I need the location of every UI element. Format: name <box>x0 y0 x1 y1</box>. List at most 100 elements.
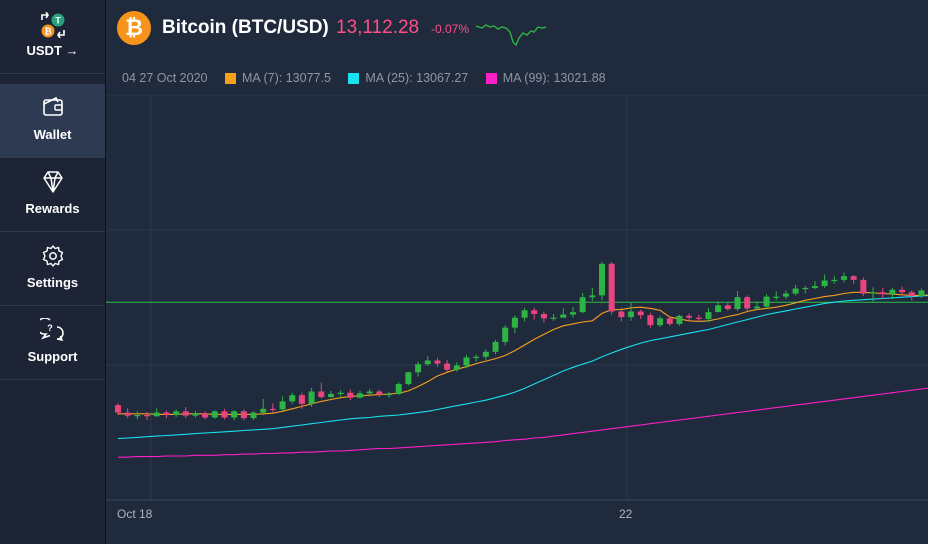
candle-up <box>773 296 780 298</box>
legend-ma25: MA (25): 13067.27 <box>348 70 468 85</box>
candle-up <box>192 413 199 416</box>
ma99-line <box>118 387 928 458</box>
chart-legend: 04 27 Oct 2020 MA (7): 13077.5 MA (25): … <box>122 70 606 85</box>
candle-up <box>841 276 847 280</box>
legend-ma7: MA (7): 13077.5 <box>224 70 331 86</box>
candle-down <box>850 276 857 280</box>
candle-up <box>250 412 257 419</box>
candle-up <box>279 401 286 410</box>
candle-down <box>744 297 751 309</box>
current-price: 13,112.28 <box>336 17 420 38</box>
sidebar-item-rewards[interactable]: Rewards <box>0 158 105 232</box>
candle-up <box>463 357 470 366</box>
candle-up <box>715 305 722 313</box>
candle-up <box>676 315 683 324</box>
candle-up <box>211 411 218 418</box>
candle-up <box>782 293 789 297</box>
gear-icon <box>40 244 66 268</box>
candlestick-chart[interactable]: Oct 18 22 <box>106 95 928 544</box>
diamond-icon <box>40 170 66 194</box>
ma25-series <box>117 295 928 440</box>
sidebar-item-usdt[interactable]: T ₿ USDT → <box>0 0 105 74</box>
ma25-line <box>117 295 928 440</box>
candle-up <box>386 393 393 396</box>
candle-up <box>395 384 402 394</box>
bitcoin-logo-icon: ₿ <box>117 11 151 45</box>
ma25-swatch <box>348 72 360 84</box>
candle-down <box>444 363 451 370</box>
candle-up <box>763 296 770 307</box>
candle-up <box>550 317 557 319</box>
x-tick-label: 22 <box>619 507 633 521</box>
candle-down <box>686 315 693 318</box>
candle-down <box>376 391 383 395</box>
candle-up <box>492 341 499 352</box>
candle-down <box>115 405 121 413</box>
candle-down <box>269 408 276 411</box>
candle-up <box>366 391 373 394</box>
chart-header: ₿ Bitcoin (BTC/USD) 13,112.28 -0.07% <box>106 0 928 60</box>
candle-down <box>724 305 731 310</box>
candle-down <box>144 415 151 417</box>
sidebar-item-label: Rewards <box>25 201 80 216</box>
sidebar-item-settings[interactable]: Settings <box>0 232 105 306</box>
candle-up <box>231 411 238 418</box>
chart-grid <box>106 95 928 501</box>
candle-down <box>860 279 867 294</box>
candle-up <box>260 408 267 413</box>
candle-up <box>424 360 431 365</box>
legend-ma99-label: MA (99): 13021.88 <box>502 71 606 86</box>
candle-up <box>831 279 838 282</box>
candle-down <box>618 311 625 318</box>
sidebar: T ₿ USDT → Wallet Rewards <box>0 0 106 544</box>
candle-down <box>637 311 644 316</box>
candle-up <box>308 391 315 404</box>
candle-up <box>889 289 896 295</box>
chat-question-icon: ? <box>36 317 66 342</box>
candle-up <box>918 290 925 296</box>
candle-down <box>163 412 170 416</box>
candle-down <box>540 313 547 319</box>
sidebar-item-label: Settings <box>26 275 79 290</box>
candle-down <box>647 315 654 326</box>
candle-up <box>628 311 635 318</box>
candle-up <box>405 372 412 385</box>
svg-text:?: ? <box>47 323 53 333</box>
candle-up <box>579 297 586 313</box>
ma7-swatch <box>224 72 236 84</box>
candle-down <box>221 411 228 418</box>
wallet-icon <box>40 96 66 120</box>
candle-up <box>511 317 518 328</box>
candle-up <box>173 411 180 416</box>
candle-down <box>318 391 325 398</box>
sidebar-item-label: USDT → <box>26 43 79 58</box>
sidebar-item-wallet[interactable]: Wallet <box>0 84 105 158</box>
candle-up <box>589 295 596 298</box>
swap-token-icon: T ₿ <box>40 11 66 39</box>
candle-up <box>870 292 877 294</box>
candle-up <box>569 312 576 315</box>
candle-up <box>153 412 160 417</box>
sidebar-item-label: Support <box>27 349 78 364</box>
svg-text:T: T <box>55 16 61 26</box>
candle-down <box>202 413 209 418</box>
candle-up <box>521 310 528 318</box>
candle-down <box>666 318 673 324</box>
candle-down <box>298 395 305 404</box>
candle-down <box>899 289 906 293</box>
candle-down <box>347 392 354 398</box>
candles <box>115 261 925 420</box>
candle-up <box>705 312 712 319</box>
candle-up <box>134 415 141 417</box>
candle-up <box>821 280 828 287</box>
candle-up <box>473 356 480 358</box>
candle-up <box>657 318 664 326</box>
candle-up <box>753 306 760 309</box>
candle-down <box>908 292 915 296</box>
svg-text:₿: ₿ <box>44 27 51 37</box>
legend-ma7-label: MA (7): 13077.5 <box>241 71 331 86</box>
sparkline-chart <box>476 24 546 47</box>
candle-down <box>695 317 702 319</box>
candle-up <box>599 263 605 296</box>
sidebar-item-support[interactable]: ? Support <box>0 306 105 380</box>
